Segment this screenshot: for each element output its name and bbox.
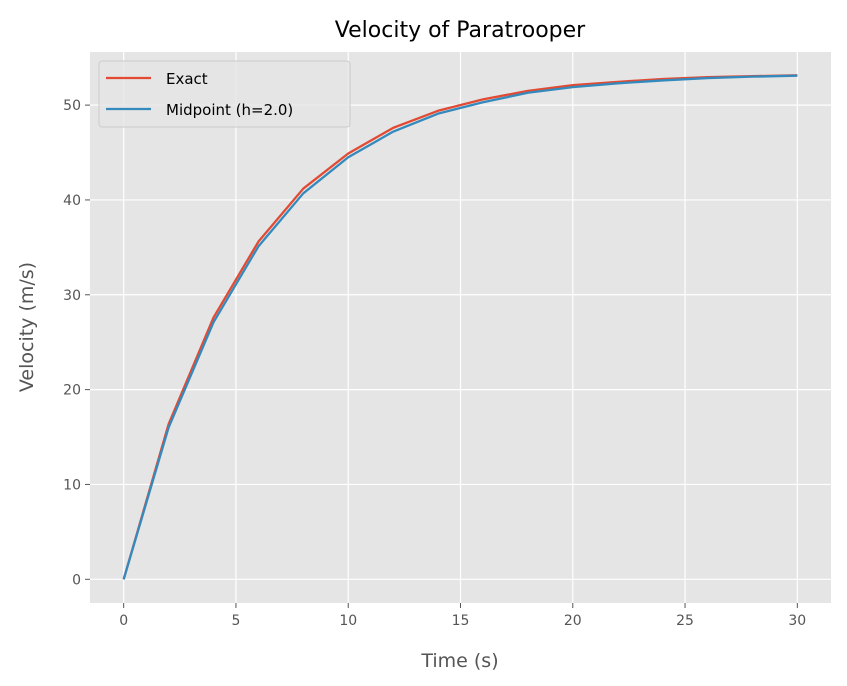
- y-tick-label: 0: [72, 572, 81, 588]
- y-axis-label: Velocity (m/s): [16, 262, 38, 392]
- legend-label-exact: Exact: [166, 70, 208, 88]
- x-axis-label: Time (s): [420, 650, 498, 672]
- y-tick-label: 10: [63, 477, 81, 493]
- x-ticks: 0 5 10 15 20 25 30: [119, 603, 806, 629]
- x-tick-label: 10: [339, 613, 357, 629]
- legend-box: [98, 60, 351, 128]
- x-tick-label: 15: [452, 613, 470, 629]
- legend-label-midpoint: Midpoint (h=2.0): [166, 101, 293, 119]
- legend: Exact Midpoint (h=2.0): [98, 60, 351, 128]
- y-tick-label: 20: [63, 383, 81, 399]
- grid: [90, 52, 831, 603]
- y-ticks: 0 10 20 30 40 50: [63, 98, 90, 588]
- y-tick-label: 50: [63, 98, 81, 114]
- x-tick-label: 5: [231, 613, 240, 629]
- chart-title: Velocity of Paratrooper: [335, 18, 586, 43]
- series-line-exact: [122, 74, 798, 580]
- x-tick-label: 30: [788, 613, 806, 629]
- y-tick-label: 30: [63, 288, 81, 304]
- x-tick-label: 20: [564, 613, 582, 629]
- series-line-midpoint: [122, 74, 798, 580]
- x-tick-label: 0: [119, 613, 128, 629]
- y-tick-label: 40: [63, 193, 81, 209]
- x-tick-label: 25: [676, 613, 694, 629]
- series-lines: [122, 74, 798, 580]
